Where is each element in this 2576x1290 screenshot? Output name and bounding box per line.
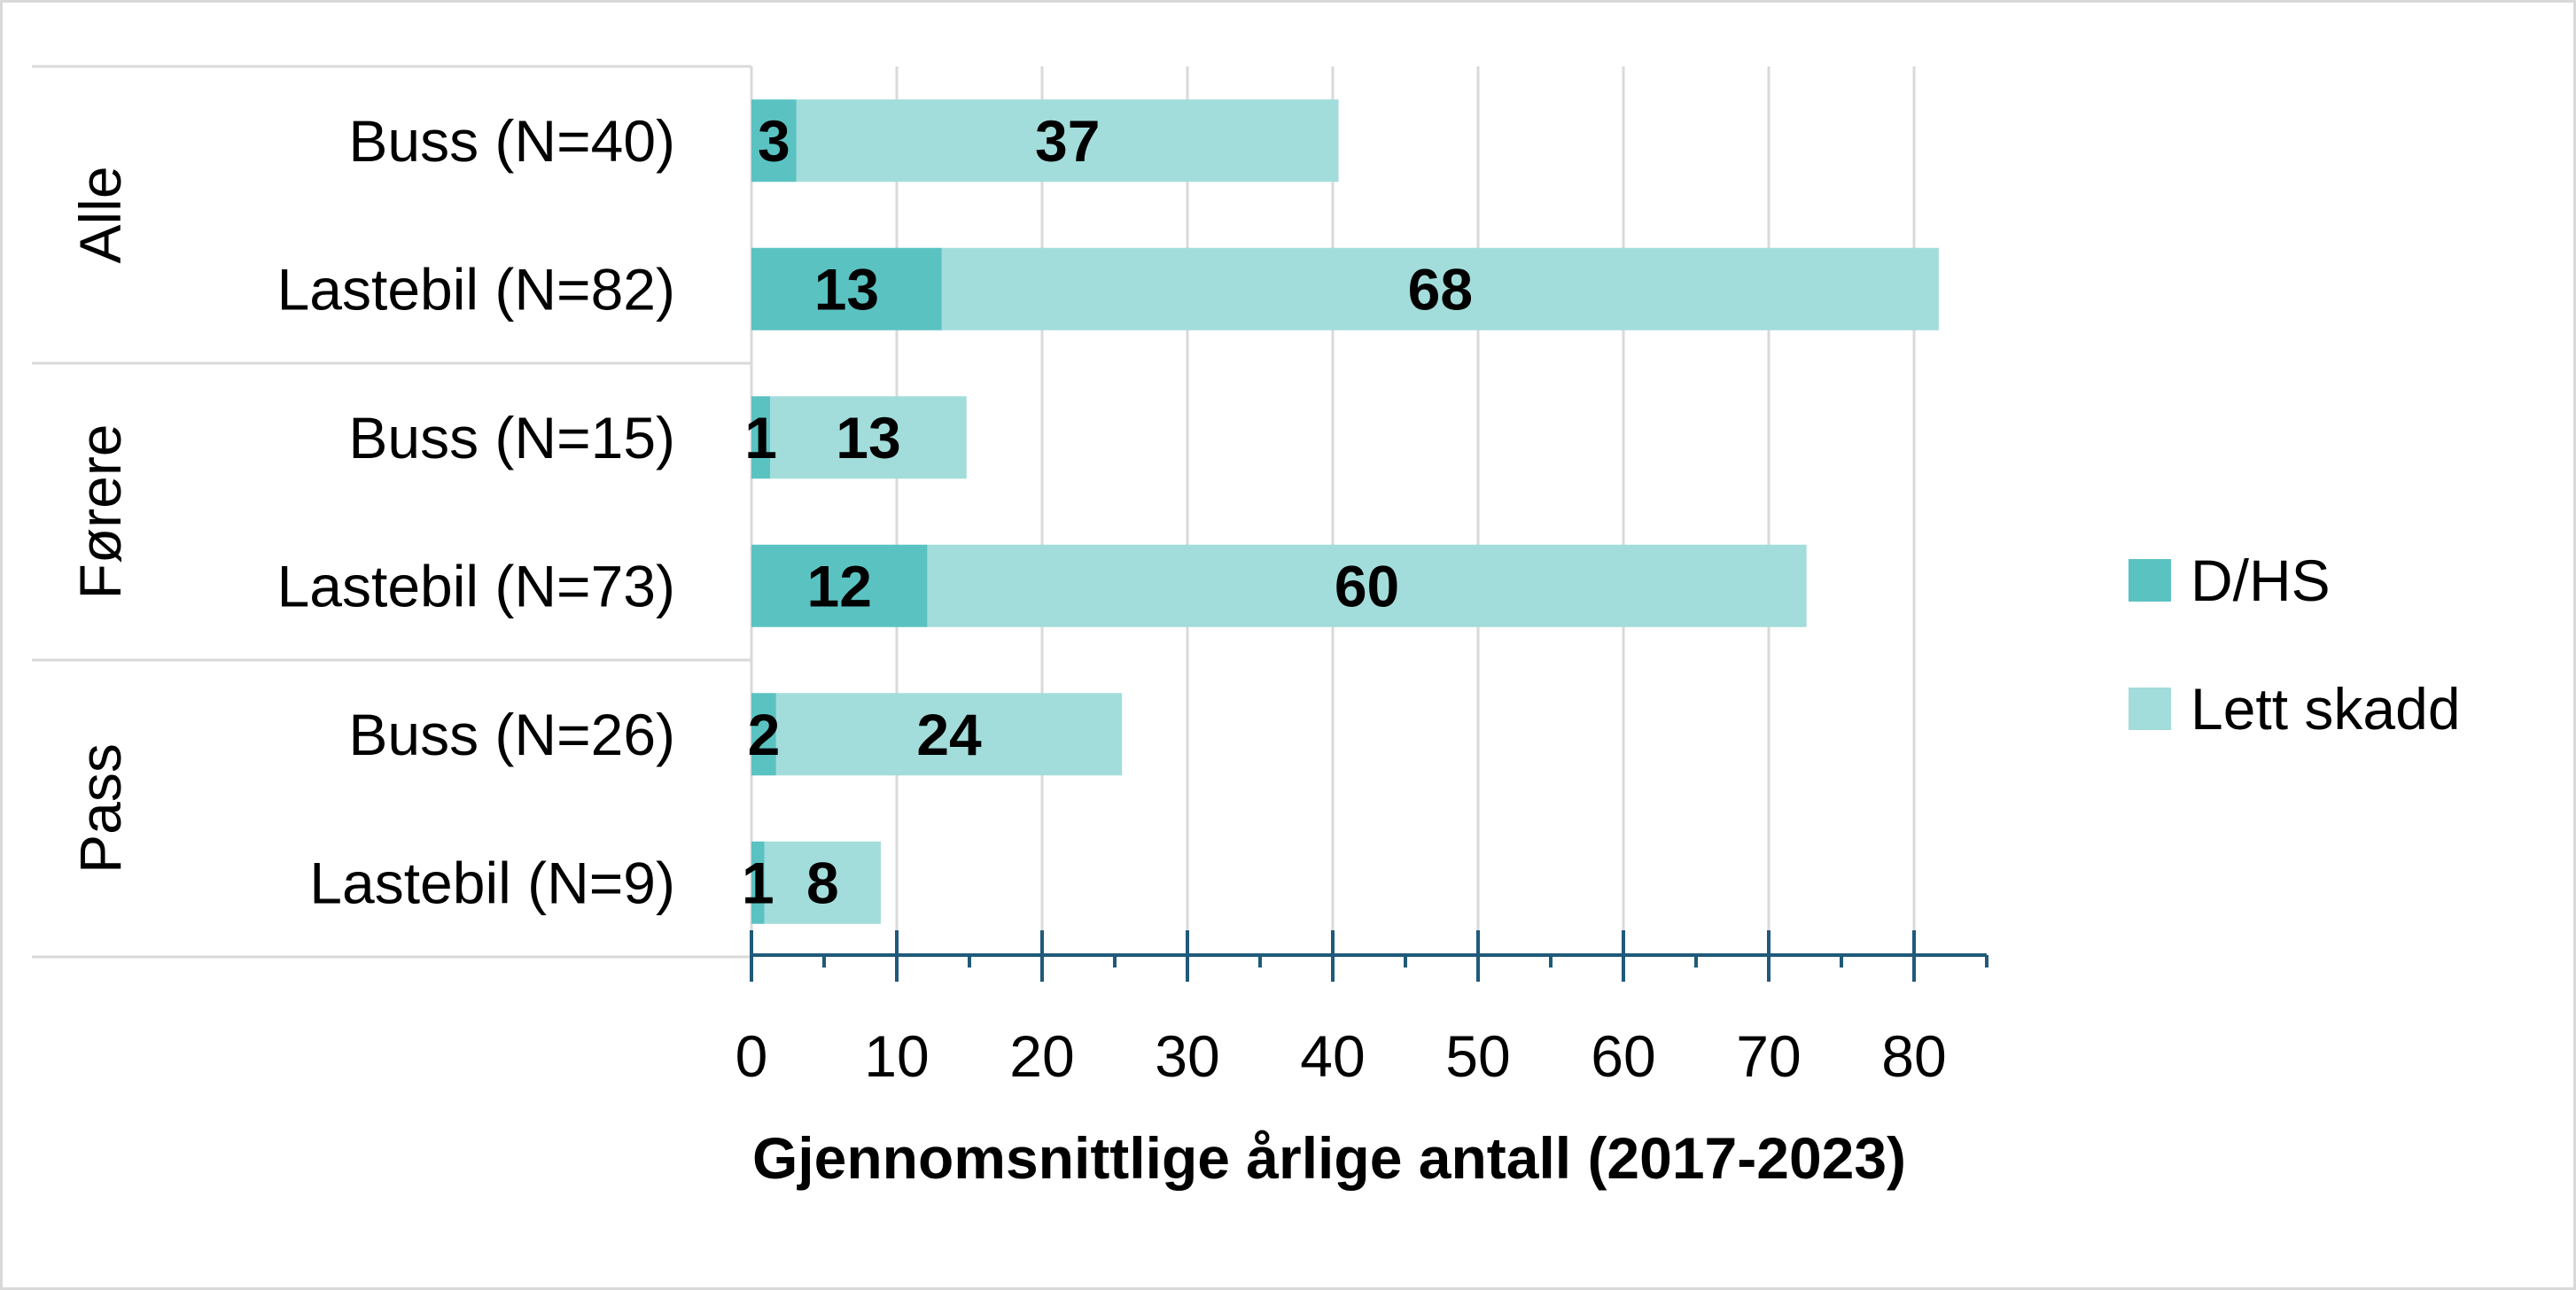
legend-label: Lett skadd: [2191, 676, 2461, 742]
bar-lett-skadd: [764, 841, 881, 924]
category-label: Lastebil (N=73): [277, 553, 675, 618]
x-tick-label: 30: [1155, 1023, 1219, 1089]
data-label: 1: [744, 405, 777, 470]
legend-swatch: [2129, 688, 2171, 730]
legend: D/HS Lett skadd: [2129, 548, 2461, 742]
bar-lett-skadd: [796, 99, 1339, 183]
bar-dhs: [751, 544, 928, 627]
x-axis: 0 10 20 30 40 50 60 70 80: [735, 930, 1988, 1089]
data-label: 8: [806, 850, 839, 915]
bar-dhs: [751, 99, 797, 183]
gridlines: [895, 66, 1916, 955]
category-label: Lastebil (N=9): [309, 850, 675, 915]
x-tick-label: 80: [1881, 1023, 1946, 1089]
data-label: 24: [916, 702, 982, 767]
category-label: Lastebil (N=82): [277, 256, 675, 322]
data-label: 68: [1408, 256, 1473, 322]
x-tick-label: 60: [1591, 1023, 1655, 1089]
x-tick-label: 40: [1300, 1023, 1365, 1089]
data-label: 1: [742, 850, 774, 915]
bar-lett-skadd: [927, 544, 1807, 627]
group-label: Pass: [67, 743, 133, 874]
category-label: Buss (N=40): [348, 108, 675, 174]
x-tick-label: 10: [864, 1023, 929, 1089]
bar-dhs: [751, 841, 765, 924]
data-label: 37: [1035, 108, 1100, 174]
bar-lett-skadd: [775, 693, 1123, 776]
legend-swatch: [2129, 559, 2171, 602]
data-label: 13: [836, 405, 900, 470]
data-label: 2: [748, 702, 781, 767]
data-label: 13: [814, 256, 879, 322]
x-tick-label: 20: [1009, 1023, 1074, 1089]
bar-dhs: [751, 247, 942, 330]
bar-lett-skadd: [941, 247, 1939, 330]
bar-dhs: [751, 693, 776, 776]
category-label: Buss (N=15): [348, 405, 675, 470]
legend-label: D/HS: [2191, 548, 2331, 613]
x-tick-label: 70: [1736, 1023, 1801, 1089]
group-label: Førere: [67, 424, 133, 600]
data-label: 12: [807, 553, 872, 618]
category-axis: Alle Førere Pass Buss (N=40) Lastebil (N=82)…: [32, 65, 753, 959]
data-label: 60: [1335, 553, 1399, 618]
x-tick-label: 0: [735, 1023, 768, 1089]
bar-lett-skadd: [770, 396, 967, 479]
data-label: 3: [758, 108, 790, 174]
group-label: Alle: [67, 166, 133, 263]
x-tick-label: 50: [1445, 1023, 1510, 1089]
x-axis-title: Gjennomsnittlige årlige antall (2017-202…: [752, 1125, 1906, 1191]
category-label: Buss (N=26): [348, 702, 675, 767]
bar-dhs: [751, 396, 771, 479]
